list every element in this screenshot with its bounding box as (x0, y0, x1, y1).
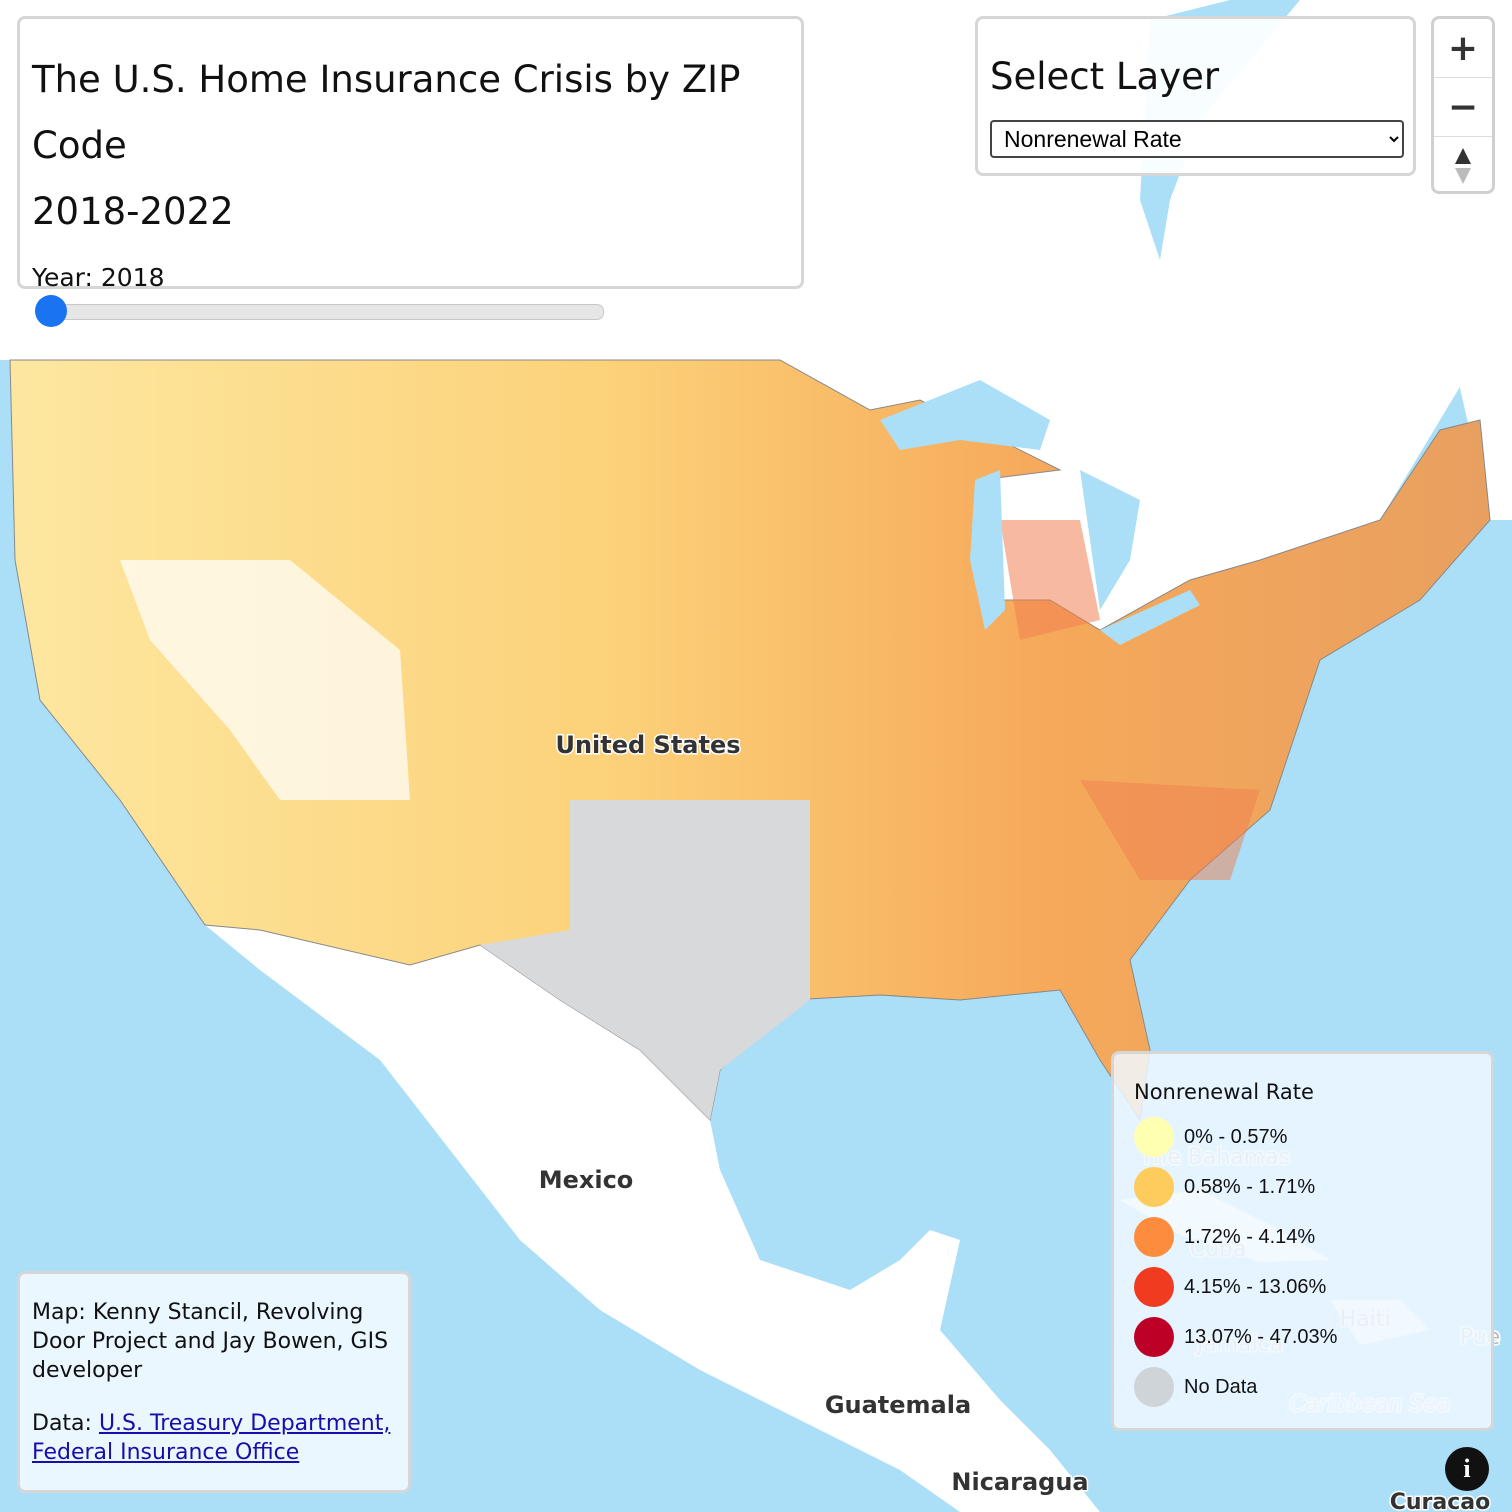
legend-swatch (1134, 1217, 1174, 1257)
data-credit: Data: U.S. Treasury Department, Federal … (32, 1409, 396, 1467)
legend-title: Nonrenewal Rate (1134, 1080, 1314, 1104)
compass-icon (1455, 148, 1471, 184)
legend-label: 4.15% - 13.06% (1184, 1275, 1327, 1298)
map-label: Nicaragua (951, 1468, 1088, 1496)
legend-swatch (1134, 1117, 1174, 1157)
compass[interactable] (1434, 137, 1492, 195)
lake-huron (1080, 470, 1140, 610)
legend-item: 4.15% - 13.06% (1134, 1262, 1471, 1312)
legend: Nonrenewal Rate 0% - 0.57% 0.58% - 1.71% 1… (1111, 1051, 1494, 1431)
title: The U.S. Home Insurance Crisis by ZIP Co… (32, 58, 741, 167)
legend-swatch (1134, 1167, 1174, 1207)
legend-swatch (1134, 1367, 1174, 1407)
info-button[interactable]: i (1445, 1447, 1489, 1491)
data-prefix: Data: (32, 1411, 92, 1436)
subtitle: 2018-2022 (32, 190, 234, 233)
title-panel: The U.S. Home Insurance Crisis by ZIP Co… (17, 16, 804, 327)
map-label: Curacao (1390, 1490, 1491, 1512)
high-rate-region (1080, 780, 1260, 880)
legend-swatch (1134, 1317, 1174, 1357)
lake-erie (1100, 590, 1200, 645)
year-slider[interactable] (35, 295, 604, 327)
credits: Map: Kenny Stancil, Revolving Door Proje… (17, 1271, 411, 1493)
zoom-controls: + − (1431, 16, 1495, 194)
lake-superior (880, 380, 1050, 450)
legend-label: 1.72% - 4.14% (1184, 1225, 1316, 1248)
map-credit: Map: Kenny Stancil, Revolving Door Proje… (32, 1300, 389, 1383)
legend-label: No Data (1184, 1375, 1258, 1398)
legend-item: 0% - 0.57% (1134, 1112, 1471, 1162)
legend-items: 0% - 0.57% 0.58% - 1.71% 1.72% - 4.14% 4.15… (1134, 1112, 1471, 1412)
zoom-in[interactable]: + (1434, 19, 1492, 78)
map-label: United States (555, 731, 740, 759)
legend-item: 1.72% - 4.14% (1134, 1212, 1471, 1262)
legend-label: 0% - 0.57% (1184, 1125, 1288, 1148)
data-link[interactable]: U.S. Treasury Department, Federal Insura… (32, 1411, 391, 1465)
land-canada-east (1440, 250, 1512, 520)
no-data-region (120, 560, 410, 800)
slider-thumb[interactable] (35, 295, 67, 327)
year-label: Year: 2018 (32, 263, 165, 292)
map-label: Mexico (539, 1166, 634, 1194)
no-data-region (480, 800, 810, 1120)
layer-panel: Select Layer Nonrenewal Rate (975, 16, 1416, 176)
legend-item: 13.07% - 47.03% (1134, 1312, 1471, 1362)
legend-label: 0.58% - 1.71% (1184, 1175, 1316, 1198)
legend-label: 13.07% - 47.03% (1184, 1325, 1338, 1348)
lake-michigan (970, 470, 1005, 630)
high-rate-region (1000, 520, 1100, 640)
land-mexico (205, 925, 1100, 1512)
legend-item: 0.58% - 1.71% (1134, 1162, 1471, 1212)
legend-item: No Data (1134, 1362, 1471, 1412)
layer-select[interactable]: Nonrenewal Rate (990, 120, 1404, 158)
zoom-out[interactable]: − (1434, 78, 1492, 137)
legend-swatch (1134, 1267, 1174, 1307)
map-label: Guatemala (825, 1391, 971, 1419)
layer-heading: Select Layer (990, 55, 1220, 98)
